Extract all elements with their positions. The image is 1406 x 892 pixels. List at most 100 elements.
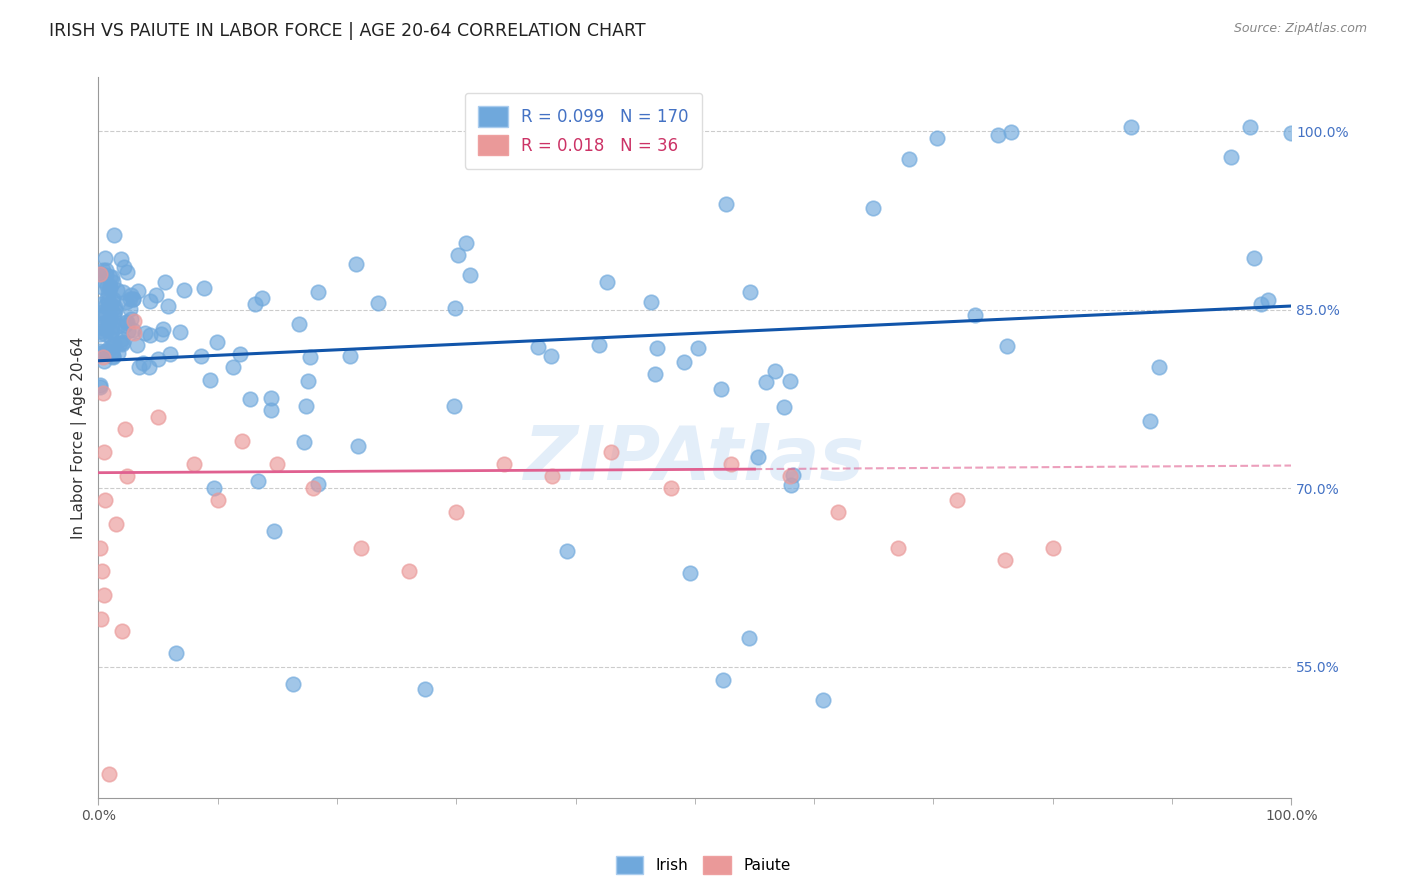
Point (183, 458, 205, 472)
Point (243, 297, 266, 311)
Point (672, 355, 695, 369)
Point (117, 265, 139, 279)
Point (107, 346, 129, 360)
Point (231, 434, 253, 448)
Point (773, 401, 796, 415)
Point (114, 422, 136, 436)
Point (738, 631, 761, 645)
Point (89, 267, 111, 281)
Point (811, 693, 834, 707)
Point (98, 279, 121, 293)
Point (108, 336, 131, 351)
Point (678, 566, 700, 581)
Point (101, 319, 124, 334)
Y-axis label: In Labor Force | Age 20-64: In Labor Force | Age 20-64 (72, 336, 87, 539)
Point (101, 292, 124, 306)
Point (111, 332, 134, 346)
Point (259, 392, 281, 406)
Point (96, 321, 118, 335)
Point (97, 293, 120, 308)
Legend: R = 0.099   N = 170, R = 0.018   N = 36: R = 0.099 N = 170, R = 0.018 N = 36 (464, 93, 702, 169)
Text: Source: ZipAtlas.com: Source: ZipAtlas.com (1233, 22, 1367, 36)
Point (89, 326, 111, 341)
Point (105, 516, 128, 531)
Point (127, 337, 149, 351)
Point (157, 299, 180, 313)
Point (588, 338, 610, 352)
Point (98, 270, 121, 285)
Point (120, 292, 142, 306)
Point (101, 294, 124, 309)
Point (540, 349, 562, 363)
Point (91, 350, 114, 364)
Point (307, 285, 329, 300)
Point (111, 285, 134, 299)
Point (198, 373, 221, 387)
Point (98, 300, 121, 314)
Point (1239, 120, 1261, 135)
Point (90, 309, 112, 323)
Text: IRISH VS PAIUTE IN LABOR FORCE | AGE 20-64 CORRELATION CHART: IRISH VS PAIUTE IN LABOR FORCE | AGE 20-… (49, 22, 645, 40)
Point (307, 477, 329, 491)
Point (716, 196, 738, 211)
Point (557, 544, 579, 558)
Point (780, 477, 803, 491)
Point (711, 673, 734, 687)
Point (266, 458, 288, 472)
Point (946, 493, 969, 508)
Point (90, 297, 112, 311)
Point (111, 624, 134, 638)
Point (104, 301, 127, 315)
Point (492, 458, 515, 472)
Point (190, 350, 212, 364)
Point (138, 359, 160, 374)
Point (110, 252, 132, 266)
Point (1250, 297, 1272, 311)
Point (128, 359, 150, 374)
Point (96, 279, 118, 293)
Point (994, 552, 1017, 566)
Text: ZIPAtlas: ZIPAtlas (524, 423, 866, 496)
Point (458, 268, 481, 282)
Point (100, 340, 122, 354)
Point (96, 292, 118, 306)
Point (925, 131, 948, 145)
Point (659, 481, 682, 495)
Point (169, 325, 191, 339)
Point (862, 201, 884, 215)
Point (101, 349, 124, 363)
Point (100, 270, 122, 285)
Point (738, 285, 761, 300)
Point (779, 374, 801, 388)
Point (93, 344, 115, 359)
Point (755, 375, 778, 389)
Point (117, 316, 139, 330)
Point (527, 340, 550, 354)
Point (443, 399, 465, 413)
Point (114, 318, 136, 332)
Point (886, 541, 908, 555)
Point (94, 307, 117, 321)
Point (98, 767, 121, 781)
Point (281, 677, 304, 691)
Point (1139, 414, 1161, 428)
Point (89, 324, 111, 338)
Point (139, 328, 162, 343)
Point (115, 295, 138, 310)
Point (103, 305, 125, 319)
Point (94, 252, 117, 266)
Point (302, 481, 325, 495)
Point (120, 288, 142, 302)
Point (90, 304, 112, 318)
Point (100, 311, 122, 326)
Point (89, 541, 111, 555)
Point (122, 292, 145, 306)
Point (239, 392, 262, 407)
Point (444, 505, 467, 519)
Point (260, 403, 283, 417)
Point (117, 324, 139, 338)
Point (763, 364, 786, 378)
Point (139, 294, 162, 309)
Point (1279, 126, 1302, 140)
Point (97, 314, 120, 328)
